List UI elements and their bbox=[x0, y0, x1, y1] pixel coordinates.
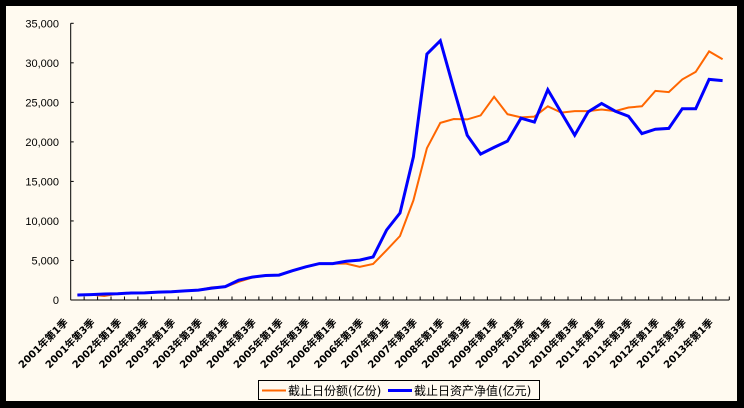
y-axis: 0 5,000 10,000 15,000 20,000 25,000 30,000 35,0… bbox=[25, 18, 74, 307]
legend: 截止日份额(亿份) 截止日资产净值(亿元) bbox=[258, 380, 540, 400]
y-tick-label: 25,000 bbox=[25, 97, 59, 109]
y-tick-label: 35,000 bbox=[25, 18, 59, 30]
y-tick-label: 30,000 bbox=[25, 58, 59, 70]
plot-series bbox=[77, 37, 724, 298]
legend-label-share: 截止日份额(亿份) bbox=[288, 383, 381, 398]
series-line-net-asset bbox=[77, 37, 723, 297]
chart-background bbox=[6, 6, 737, 401]
y-tick-label: 0 bbox=[53, 295, 59, 307]
y-tick-label: 15,000 bbox=[25, 176, 59, 188]
y-tick-label: 5,000 bbox=[31, 255, 59, 267]
y-tick-label: 20,000 bbox=[25, 137, 59, 149]
legend-label-net-asset: 截止日资产净值(亿元) bbox=[414, 383, 531, 398]
y-tick-label: 10,000 bbox=[25, 216, 59, 228]
